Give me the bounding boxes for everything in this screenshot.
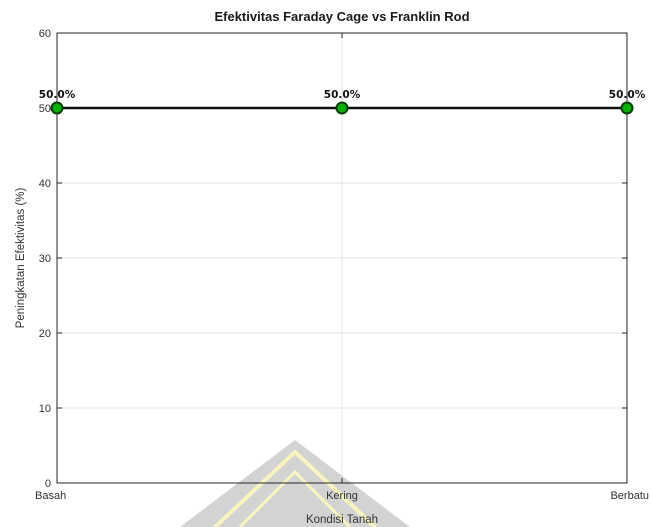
series: 50.0% 50.0% 50.0% — [39, 89, 646, 115]
y-tick-label: 40 — [39, 178, 51, 190]
y-tick-label: 30 — [39, 253, 51, 265]
data-point — [620, 101, 634, 115]
x-tick-label: Basah — [35, 490, 66, 502]
data-point — [335, 101, 349, 115]
x-tick-label: Kering — [326, 490, 358, 502]
y-tick-label: 20 — [39, 328, 51, 340]
data-label: 50.0% — [324, 89, 361, 101]
y-tick-label: 0 — [45, 478, 51, 490]
y-tick-label: 10 — [39, 403, 51, 415]
chart-title: Efektivitas Faraday Cage vs Franklin Rod — [214, 9, 469, 24]
y-tick-label: 60 — [39, 28, 51, 40]
x-axis-label: Kondisi Tanah — [306, 514, 378, 526]
y-tick-label: 50 — [39, 103, 51, 115]
y-axis-ticks: 0 10 20 30 40 50 60 — [39, 28, 627, 490]
y-axis-label: Peningkatan Efektivitas (%) — [15, 188, 27, 329]
data-label: 50.0% — [39, 89, 76, 101]
x-tick-label: Berbatu — [610, 490, 649, 502]
data-label: 50.0% — [609, 89, 646, 101]
x-axis-ticks: Basah Kering Berbatu — [35, 33, 649, 502]
grid-lines — [57, 33, 627, 483]
data-point — [50, 101, 64, 115]
